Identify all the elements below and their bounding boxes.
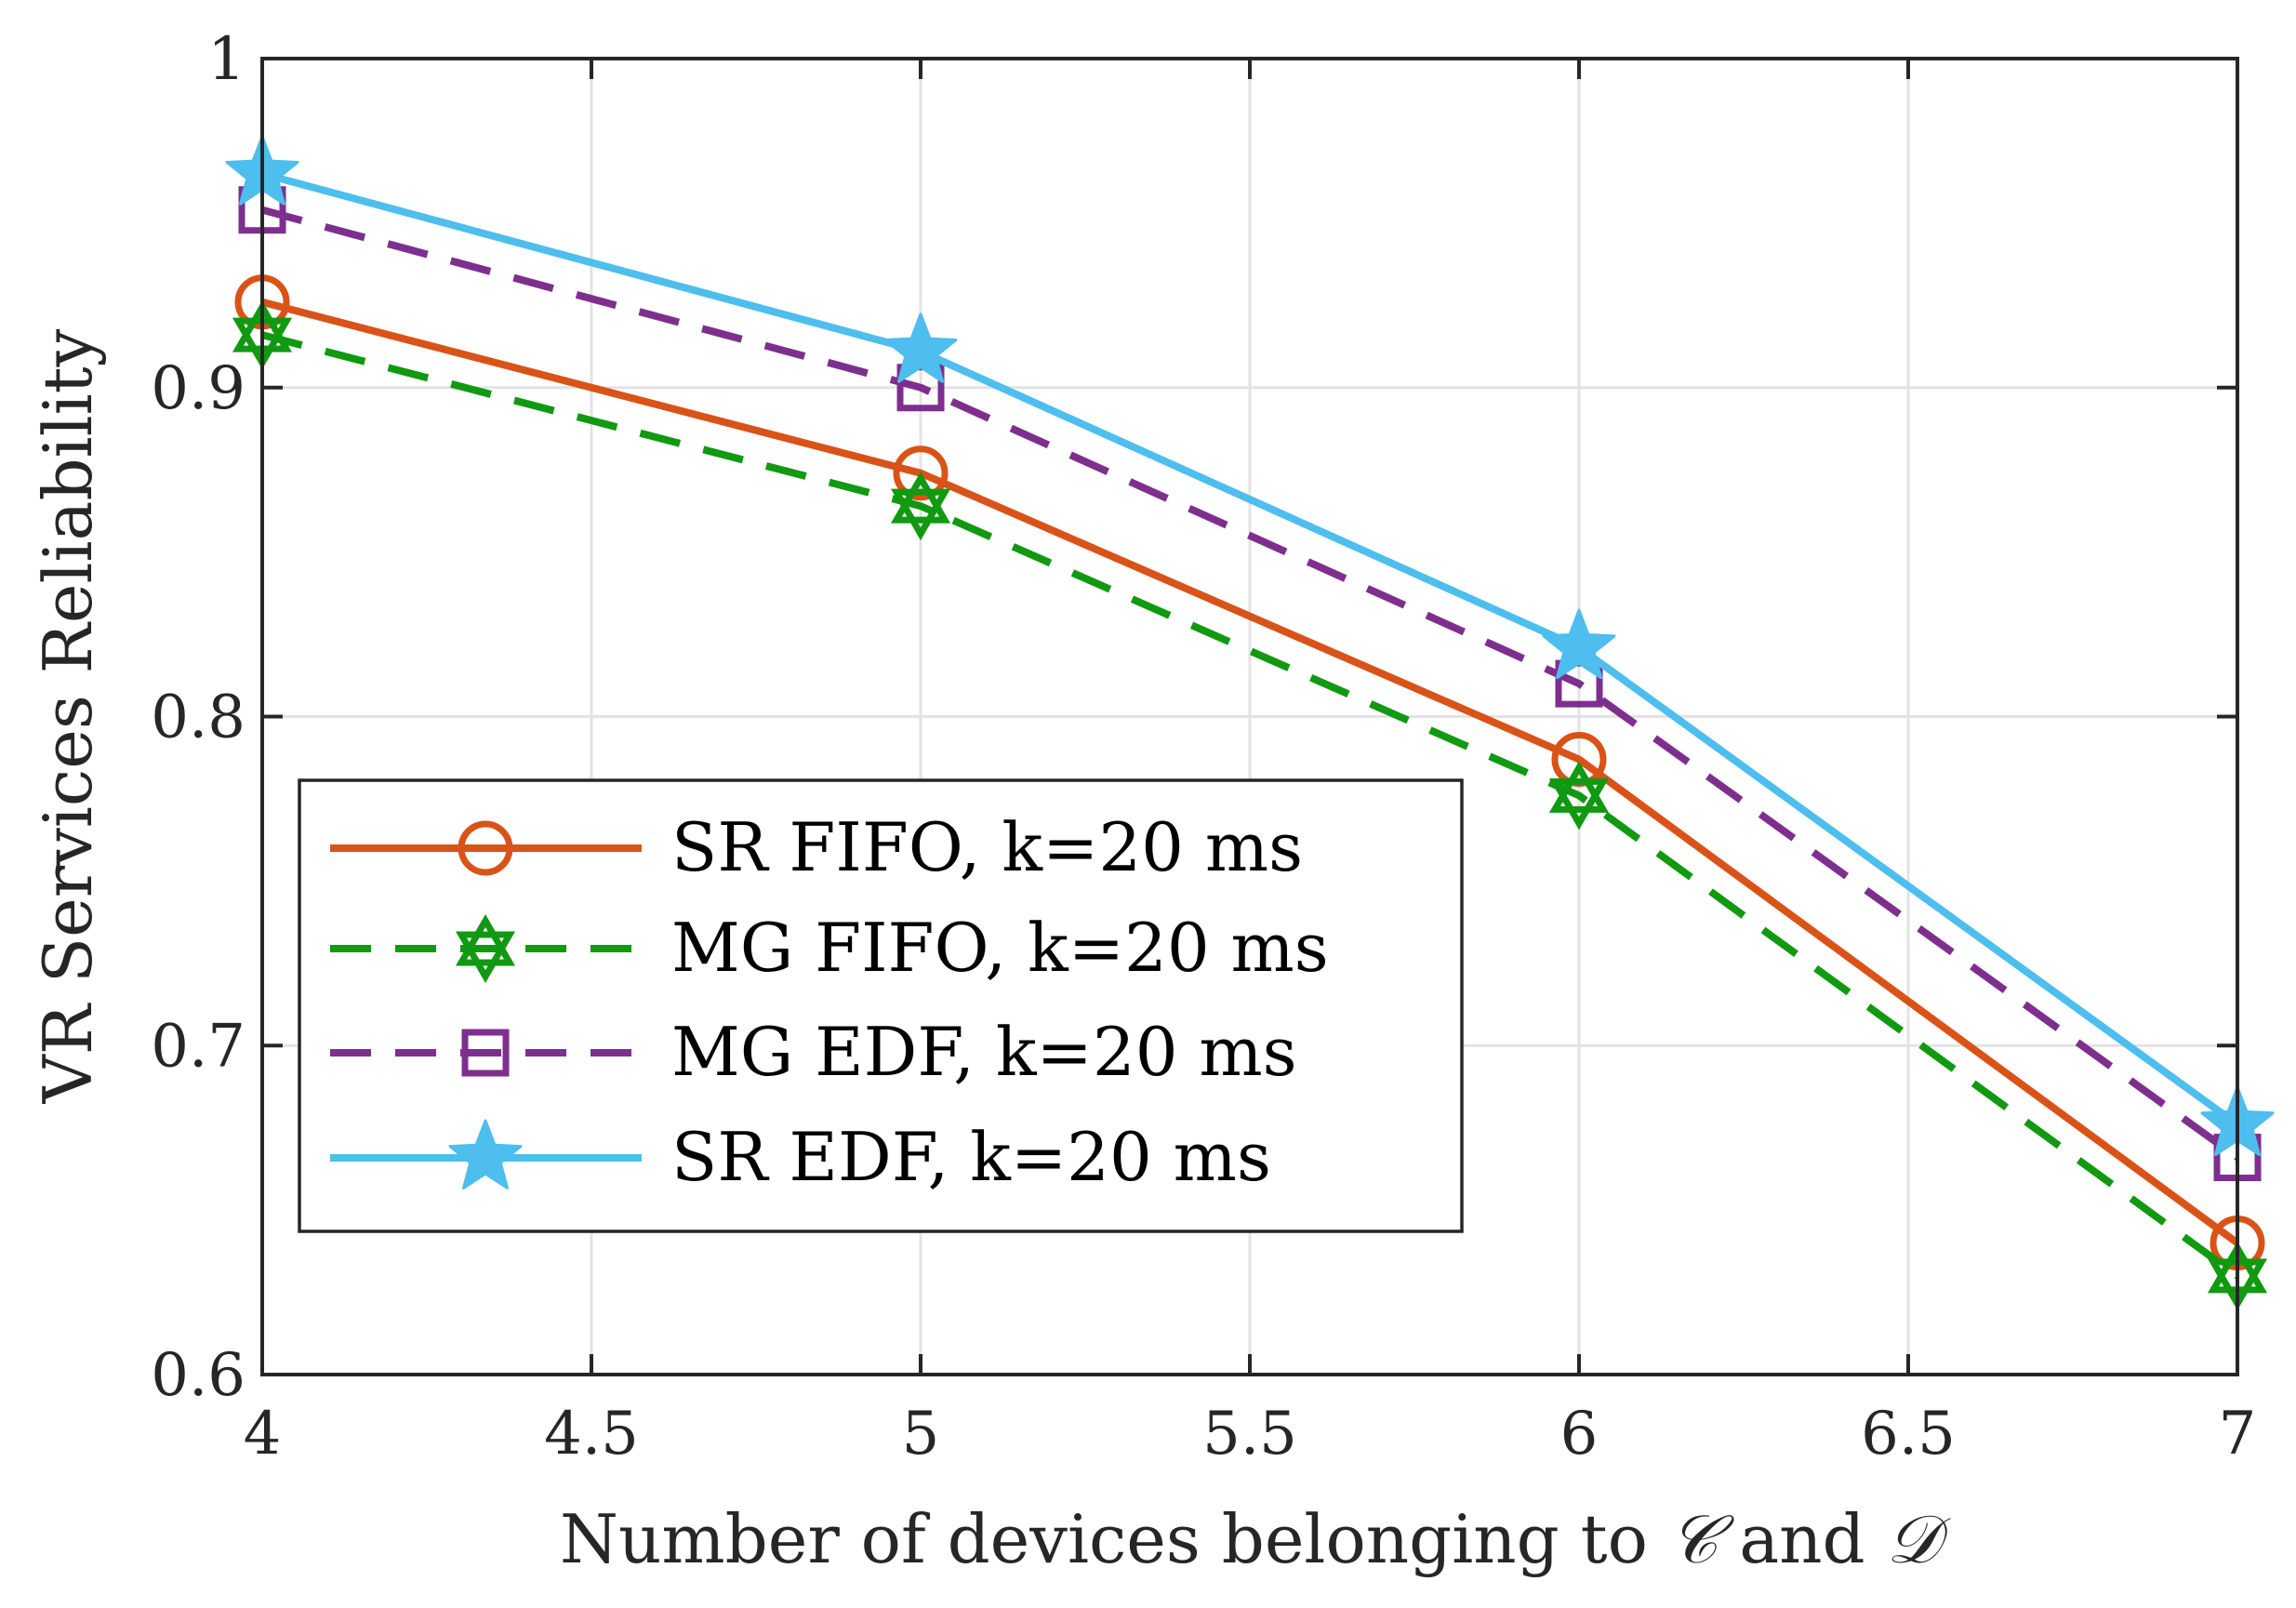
y-tick-label: 0.8: [151, 684, 246, 752]
x-tick-labels: 4 4.5 5 5.5 6 6.5 7: [244, 1400, 2257, 1468]
x-tick-label: 5.5: [1202, 1400, 1297, 1468]
legend: SR FIFO, k=20 ms MG FIFO, k=20 ms MG EDF, …: [298, 778, 1464, 1233]
marker-triangle-down: [1548, 777, 1610, 831]
series-line: [260, 169, 2240, 1128]
y-tick-label: 0.9: [151, 354, 246, 423]
y-tick-label: 1: [207, 25, 246, 94]
marker-triangle-up: [890, 472, 951, 524]
legend-entry-1: MG FIFO, k=20 ms: [330, 909, 1329, 987]
series-line: [260, 298, 2240, 1246]
legend-entries: SR FIFO, k=20 ms MG FIFO, k=20 ms MG EDF, …: [330, 808, 1329, 1196]
legend-marker: [458, 820, 513, 876]
series-line: [260, 331, 2240, 1280]
marker-star: [1542, 608, 1616, 680]
legend-label: SR FIFO, k=20 ms: [671, 808, 1303, 886]
legend-label: SR EDF, k=20 ms: [671, 1118, 1271, 1196]
marker-star: [448, 1119, 523, 1189]
legend-marker: [455, 914, 516, 983]
x-tick-label: 4.5: [544, 1400, 639, 1468]
data-point: [893, 445, 949, 501]
legend-entry-3: SR EDF, k=20 ms: [330, 1118, 1271, 1196]
marker-triangle-up: [455, 914, 516, 966]
x-tick-label: 4: [244, 1400, 282, 1468]
x-tick-label: 5: [902, 1400, 940, 1468]
y-axis-label: VR Services Reliability: [29, 328, 107, 1104]
marker-triangle-up: [1548, 761, 1610, 813]
marker-square: [461, 1029, 510, 1077]
legend-entry-2: MG EDF, k=20 ms: [330, 1013, 1297, 1091]
marker-star: [883, 312, 958, 383]
series-line: [260, 206, 2240, 1161]
legend-marker: [461, 1029, 510, 1077]
legend-label: MG FIFO, k=20 ms: [671, 909, 1329, 987]
legend-label: MG EDF, k=20 ms: [671, 1013, 1297, 1091]
data-point: [890, 472, 951, 541]
y-tick-labels: 0.6 0.7 0.8 0.9 1: [151, 25, 246, 1410]
marker-triangle-down: [455, 931, 516, 983]
legend-marker: [448, 1119, 523, 1189]
marker-circle: [893, 445, 949, 501]
x-tick-label: 6: [1560, 1400, 1599, 1468]
y-tick-label: 0.6: [151, 1341, 246, 1410]
marker-triangle-down: [890, 488, 951, 541]
data-point: [883, 312, 958, 383]
y-tick-label: 0.7: [151, 1012, 246, 1081]
legend-entry-0: SR FIFO, k=20 ms: [330, 808, 1303, 886]
marker-circle: [458, 820, 513, 876]
data-point: [1542, 608, 1616, 680]
x-tick-label: 6.5: [1861, 1400, 1956, 1468]
x-axis-label: Number of devices belonging to 𝒞 and 𝒟: [560, 1500, 1951, 1578]
tick-marks: [260, 57, 2239, 1376]
data-point: [1548, 761, 1610, 831]
x-tick-label: 7: [2219, 1400, 2257, 1468]
